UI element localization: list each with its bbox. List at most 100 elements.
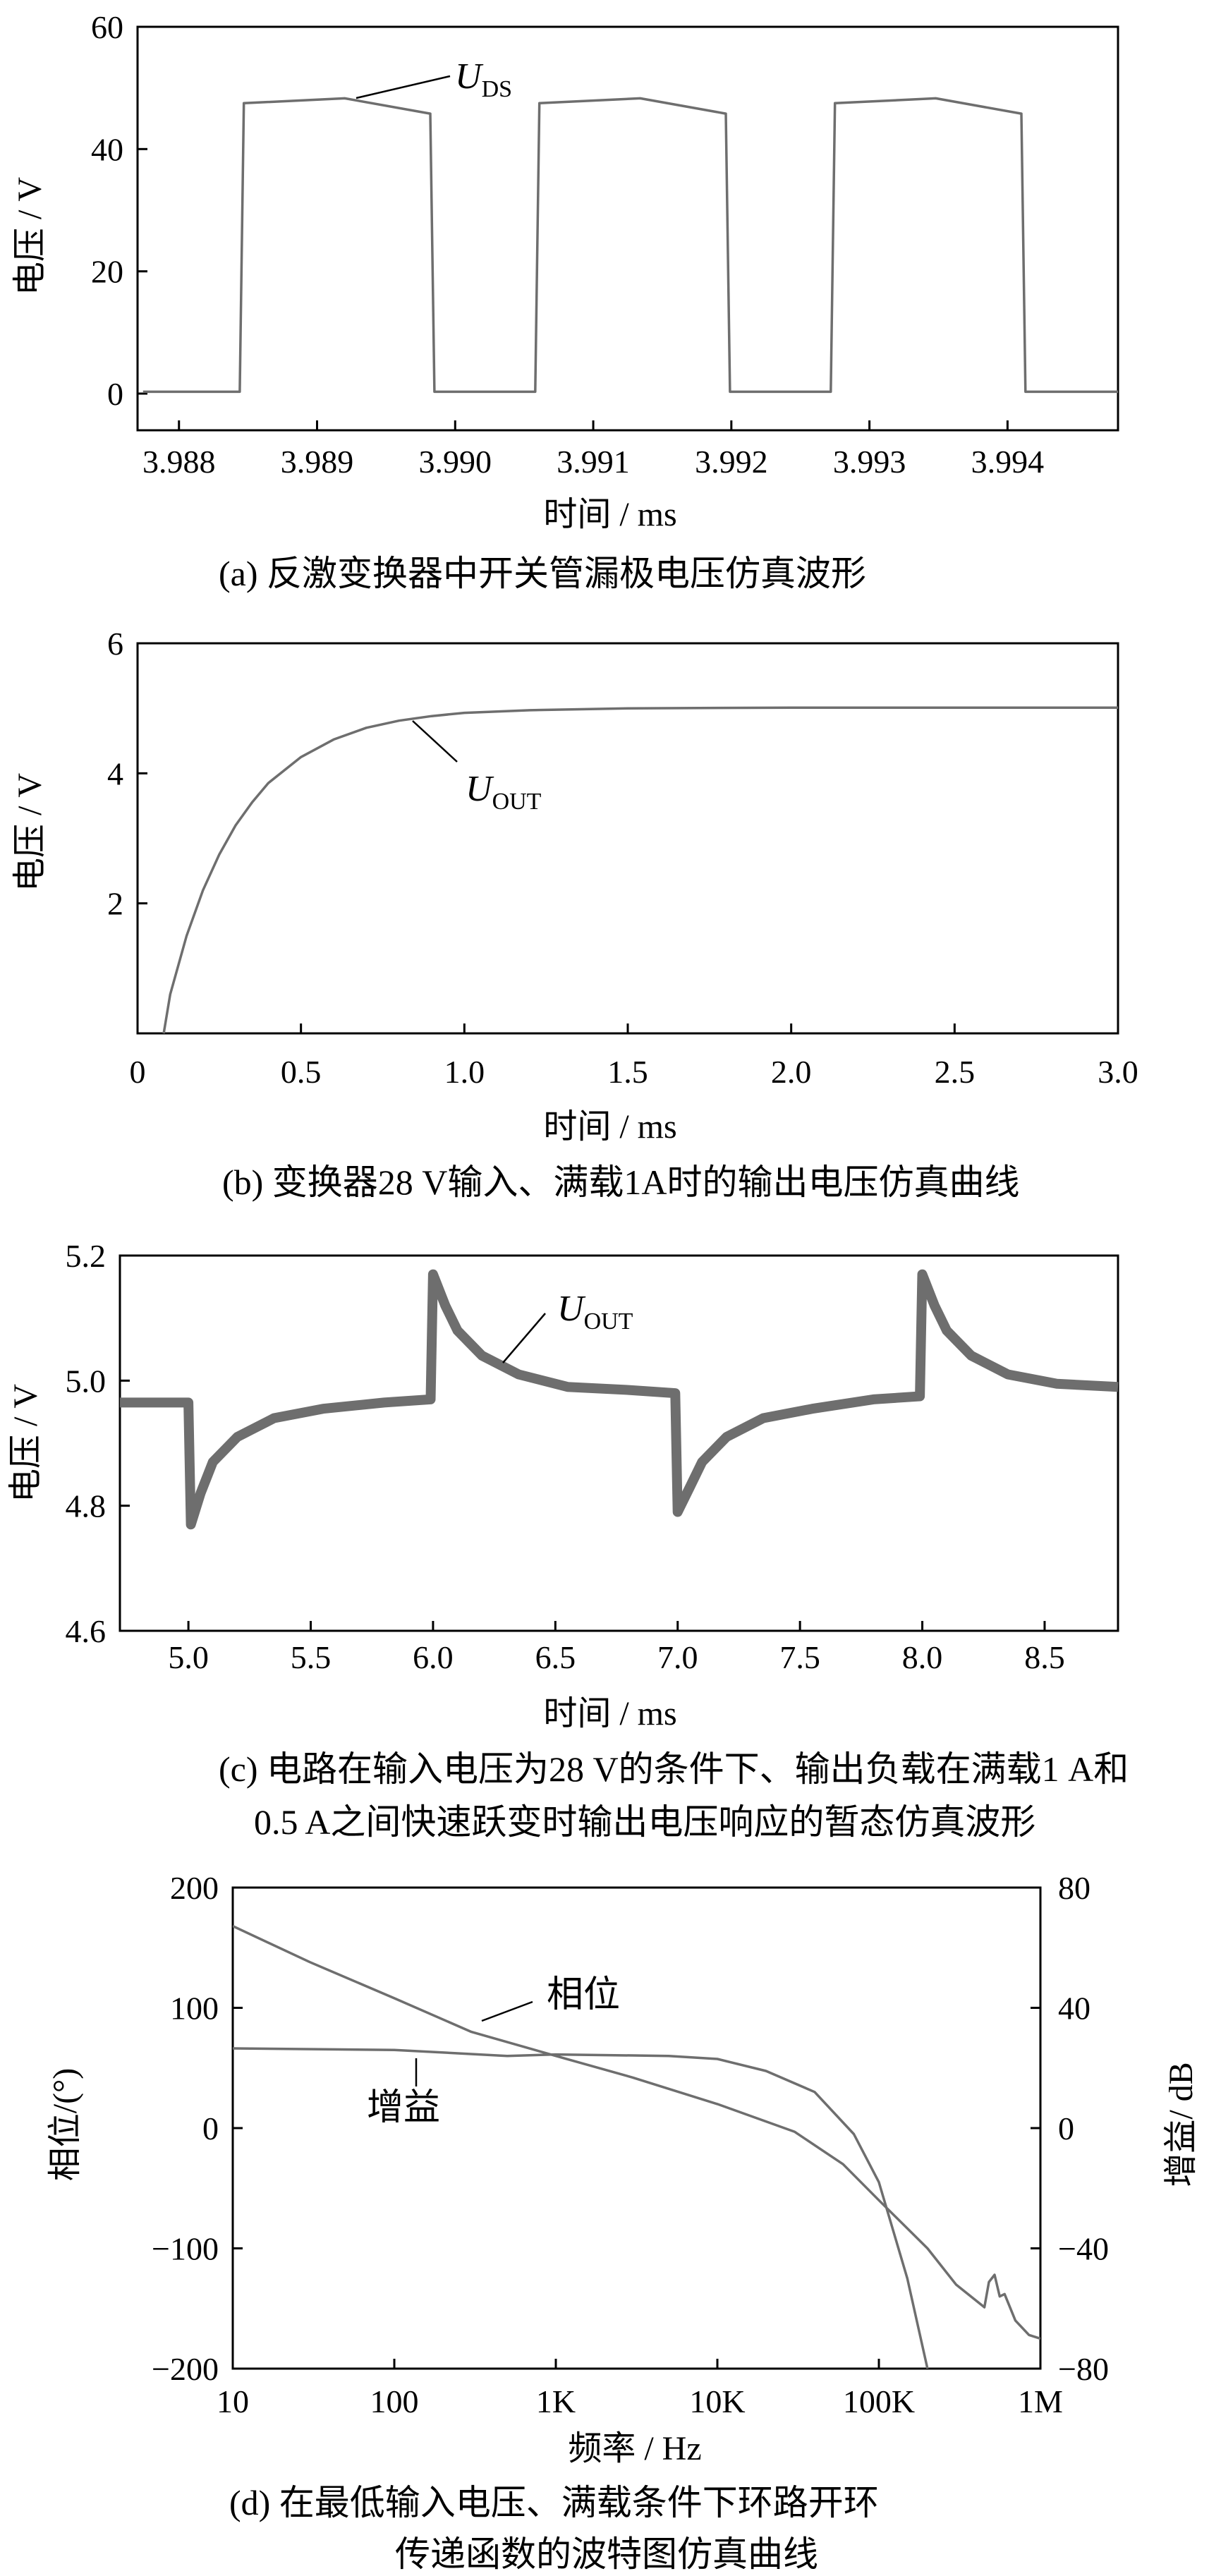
x-tick-label: 3.994 <box>971 444 1045 480</box>
panel-d-caption-line2: 传递函数的波特图仿真曲线 <box>395 2534 818 2574</box>
panel-c-series <box>120 1269 1119 1530</box>
y-tick-label: 6 <box>107 626 123 662</box>
series-line <box>233 1925 1040 2340</box>
panel-a-xlabel: 时间 / ms <box>543 496 676 533</box>
panel-d-gain-label: 增益 <box>367 2088 440 2128</box>
x-tick-label: 1.0 <box>444 1054 485 1090</box>
panel-b-series <box>162 706 1118 1034</box>
left-y-tick-label: −200 <box>152 2351 219 2387</box>
panel-d-left-y-ticks: −200 −100 0 100 200 <box>152 1870 243 2387</box>
right-y-tick-label: 80 <box>1058 1870 1090 1906</box>
panel-c-x-ticks: 5.0 5.5 6.0 6.5 7.0 7.5 8.0 8.5 <box>168 1621 1065 1675</box>
x-tick-label: 8.5 <box>1024 1639 1065 1675</box>
panel-b-series-label: UOUT <box>466 769 542 815</box>
x-tick-label: 1M <box>1018 2383 1063 2419</box>
right-y-tick-label: 40 <box>1058 1991 1090 2027</box>
x-tick-label: 100K <box>843 2383 915 2419</box>
y-tick-label: 2 <box>107 886 123 922</box>
panel-c-ylabel: 电压 / V <box>7 1384 44 1502</box>
x-tick-label: 5.5 <box>291 1639 332 1675</box>
x-tick-label: 3.0 <box>1098 1054 1138 1090</box>
series-line <box>233 2047 929 2369</box>
panel-d-right-y-ticks: −80 −40 0 40 80 <box>1031 1870 1109 2387</box>
panel-d-bode-plot: 10 100 1K 10K 100K 1M −200 −100 0 100 200 −80 −40 0… <box>47 1870 1200 2574</box>
panel-c-transient-response: 5.0 5.5 6.0 6.5 7.0 7.5 8.0 8.5 4.6 4.8 5.0 5.2 UO… <box>7 1238 1129 1842</box>
panel-a-ylabel: 电压 / V <box>11 177 49 296</box>
x-tick-label: 3.992 <box>695 444 768 480</box>
panel-a-series <box>142 97 1118 394</box>
x-tick-label: 2.0 <box>771 1054 812 1090</box>
x-tick-label: 1.5 <box>607 1054 648 1090</box>
x-tick-label: 7.5 <box>779 1639 820 1675</box>
panel-a-drain-voltage: 3.988 3.989 3.990 3.991 3.992 3.993 3.994 0 20 4… <box>11 9 1119 593</box>
panel-d-x-ticks: 10 100 1K 10K 100K 1M <box>217 2359 1063 2419</box>
panel-c-caption-line1: (c) 电路在输入电压为28 V的条件下、输出负载在满载1 A和 <box>219 1749 1129 1789</box>
y-tick-label: 40 <box>91 131 123 167</box>
left-y-tick-label: 100 <box>170 1991 219 2027</box>
series-line <box>120 1269 1119 1530</box>
x-tick-label: 3.991 <box>557 444 630 480</box>
x-tick-label: 0 <box>130 1054 146 1090</box>
left-y-tick-label: −100 <box>152 2231 219 2267</box>
y-tick-label: 20 <box>91 254 123 290</box>
x-tick-label: 6.0 <box>413 1639 454 1675</box>
x-tick-label: 10 <box>217 2383 249 2419</box>
panel-a-x-ticks: 3.988 3.989 3.990 3.991 3.992 3.993 3.994 <box>142 420 1044 480</box>
panel-d-left-ylabel: 相位/(°) <box>47 2068 84 2182</box>
x-tick-label: 3.993 <box>833 444 906 480</box>
panel-a-y-ticks: 0 20 40 60 <box>91 9 147 412</box>
x-tick-label: 6.5 <box>535 1639 576 1675</box>
x-tick-label: 10K <box>689 2383 745 2419</box>
panel-d-phase-leader <box>481 2000 533 2022</box>
left-y-tick-label: 0 <box>202 2110 219 2146</box>
right-y-tick-label: −40 <box>1058 2231 1109 2267</box>
x-tick-label: 100 <box>370 2383 419 2419</box>
y-tick-label: 4.8 <box>66 1488 107 1524</box>
panel-b-ylabel: 电压 / V <box>11 773 49 892</box>
panel-a-series-leader <box>356 75 451 99</box>
x-tick-label: 8.0 <box>902 1639 943 1675</box>
panel-c-plot-frame <box>119 1254 1119 1632</box>
panel-b-xlabel: 时间 / ms <box>543 1108 676 1146</box>
right-y-tick-label: 0 <box>1058 2110 1074 2146</box>
series-line <box>142 97 1118 394</box>
panel-c-caption-line2: 0.5 A之间快速跃变时输出电压响应的暂态仿真波形 <box>254 1802 1035 1842</box>
panel-d-caption-line1: (d) 在最低输入电压、满载条件下环路开环 <box>229 2483 879 2522</box>
panel-a-series-label: UDS <box>455 56 512 102</box>
panel-c-series-label: UOUT <box>557 1289 633 1335</box>
y-tick-label: 0 <box>107 376 123 412</box>
panel-d-phase-label: 相位 <box>547 1975 620 2015</box>
y-tick-label: 4.6 <box>66 1613 107 1649</box>
y-tick-label: 5.0 <box>66 1363 107 1399</box>
x-tick-label: 5.0 <box>168 1639 209 1675</box>
panel-d-plot-frame <box>231 1886 1042 2370</box>
panel-b-output-voltage: 0 0.5 1.0 1.5 2.0 2.5 3.0 2 4 6 UOUT 电压 / V 时间 /… <box>11 626 1138 1202</box>
panel-c-series-leader <box>502 1313 546 1363</box>
right-y-tick-label: −80 <box>1058 2351 1109 2387</box>
x-tick-label: 7.0 <box>657 1639 698 1675</box>
panel-a-plot-frame <box>136 25 1119 432</box>
x-tick-label: 3.989 <box>281 444 354 480</box>
panel-d-series <box>233 1925 1040 2369</box>
x-tick-label: 2.5 <box>935 1054 976 1090</box>
panel-d-xlabel: 频率 / Hz <box>568 2430 701 2467</box>
panel-d-right-ylabel: 增益/ dB <box>1162 2062 1200 2187</box>
x-tick-label: 0.5 <box>281 1054 322 1090</box>
panel-a-caption: (a) 反激变换器中开关管漏极电压仿真波形 <box>219 554 866 593</box>
left-y-tick-label: 200 <box>170 1870 219 1906</box>
panel-b-series-leader <box>412 720 458 763</box>
panel-b-caption: (b) 变换器28 V输入、满载1A时的输出电压仿真曲线 <box>222 1162 1020 1202</box>
x-tick-label: 1K <box>536 2383 576 2419</box>
panel-c-xlabel: 时间 / ms <box>543 1695 676 1732</box>
panel-b-y-ticks: 2 4 6 <box>107 626 147 922</box>
x-tick-label: 3.988 <box>142 444 216 480</box>
panel-b-plot-frame <box>136 642 1119 1035</box>
series-line <box>162 706 1118 1034</box>
panel-b-x-ticks: 0 0.5 1.0 1.5 2.0 2.5 3.0 <box>130 1023 1138 1090</box>
y-tick-label: 4 <box>107 755 123 791</box>
y-tick-label: 60 <box>91 9 123 45</box>
x-tick-label: 3.990 <box>419 444 492 480</box>
panel-c-y-ticks: 4.6 4.8 5.0 5.2 <box>66 1238 130 1649</box>
y-tick-label: 5.2 <box>66 1238 107 1274</box>
